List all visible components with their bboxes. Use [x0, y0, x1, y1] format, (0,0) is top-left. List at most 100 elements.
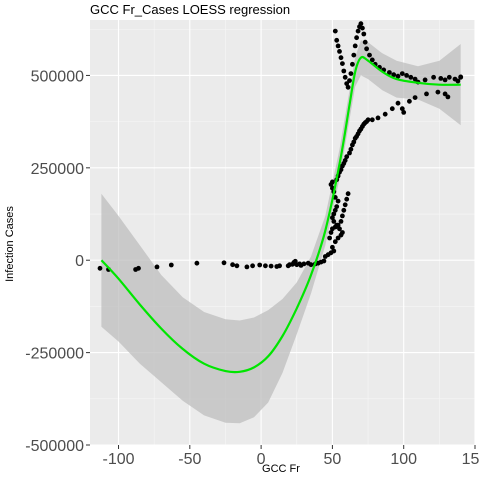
data-point: [365, 117, 371, 123]
data-point: [369, 117, 375, 123]
data-point: [355, 28, 361, 34]
x-tick-label: -100: [103, 451, 135, 468]
data-point: [369, 57, 375, 63]
data-point: [435, 89, 441, 95]
y-tick-label: 500000: [31, 68, 84, 85]
data-point: [97, 265, 103, 271]
y-tick-label: 250000: [31, 161, 84, 178]
data-point: [361, 31, 367, 37]
data-point: [344, 196, 350, 202]
data-point: [335, 235, 341, 241]
data-point: [442, 91, 448, 97]
data-point: [334, 37, 340, 43]
data-point: [332, 239, 338, 245]
data-point: [458, 74, 464, 80]
data-point: [412, 95, 418, 100]
x-tick-label: -50: [178, 451, 201, 468]
data-point: [332, 207, 338, 213]
data-point: [244, 264, 250, 270]
data-point: [395, 100, 401, 106]
data-point: [412, 76, 418, 82]
data-point: [335, 198, 341, 204]
data-point: [337, 226, 342, 232]
x-tick-label: 100: [390, 451, 417, 468]
data-point: [194, 260, 200, 266]
data-point: [350, 61, 355, 67]
chart-title: GCC Fr_Cases LOESS regression: [90, 2, 290, 17]
y-tick-label: 0: [75, 253, 84, 270]
data-point: [330, 215, 335, 221]
data-point: [362, 39, 368, 45]
data-point: [351, 139, 357, 145]
x-tick-label: 0: [257, 451, 266, 468]
data-point: [345, 84, 351, 90]
data-point: [442, 77, 448, 83]
data-point: [263, 263, 268, 269]
data-point: [321, 258, 327, 264]
data-point: [445, 94, 451, 100]
data-point: [257, 262, 263, 268]
data-point: [347, 150, 352, 156]
data-point: [335, 43, 341, 49]
data-point: [338, 167, 344, 173]
data-point: [342, 202, 348, 208]
data-point: [391, 72, 397, 78]
data-point: [331, 211, 337, 217]
data-point: [446, 74, 452, 80]
y-axis-title: Infection Cases: [4, 206, 16, 282]
data-point: [337, 49, 342, 54]
data-point: [348, 71, 354, 76]
x-axis-ticks: -100 -50 0 50 100 150: [103, 445, 480, 468]
data-point: [268, 263, 274, 269]
data-point: [221, 260, 227, 266]
data-point: [301, 261, 307, 267]
data-point: [399, 106, 405, 112]
data-point: [431, 74, 436, 80]
data-point: [408, 74, 414, 80]
data-point: [367, 52, 372, 58]
confidence-band: [101, 40, 461, 424]
x-axis-title: GCC Fr: [262, 463, 300, 475]
data-point: [348, 146, 354, 152]
data-point: [344, 81, 350, 86]
data-point: [136, 265, 141, 271]
data-point: [342, 74, 348, 80]
data-point: [168, 262, 174, 268]
data-point: [364, 46, 369, 52]
data-point: [395, 73, 401, 79]
data-point: [345, 191, 351, 197]
data-point: [277, 263, 282, 269]
data-point: [399, 71, 405, 76]
data-point: [422, 77, 428, 83]
data-point: [452, 76, 458, 82]
data-point: [308, 262, 314, 268]
data-point: [230, 262, 236, 268]
y-tick-label: -500000: [25, 438, 84, 455]
data-point: [334, 204, 340, 210]
data-point: [341, 68, 347, 74]
data-point: [331, 248, 337, 254]
data-point: [382, 111, 388, 117]
y-tick-label: -250000: [25, 346, 84, 363]
data-point: [347, 78, 352, 83]
data-point: [342, 158, 348, 163]
data-point: [335, 222, 341, 228]
data-point: [438, 76, 444, 81]
data-point: [351, 52, 357, 58]
data-point: [358, 21, 364, 27]
data-point: [250, 263, 256, 269]
data-point: [338, 219, 344, 224]
data-point: [338, 55, 344, 61]
data-point: [332, 28, 338, 34]
data-point: [360, 25, 365, 31]
data-point: [354, 35, 359, 41]
minor-gridlines: [90, 20, 475, 445]
x-tick-label: 50: [324, 451, 342, 468]
data-point: [154, 264, 160, 270]
data-point: [352, 43, 358, 49]
data-point: [344, 154, 350, 160]
data-point: [330, 179, 335, 185]
data-point: [401, 110, 407, 115]
y-axis-ticks: -500000 -250000 0 250000 500000: [25, 68, 90, 455]
